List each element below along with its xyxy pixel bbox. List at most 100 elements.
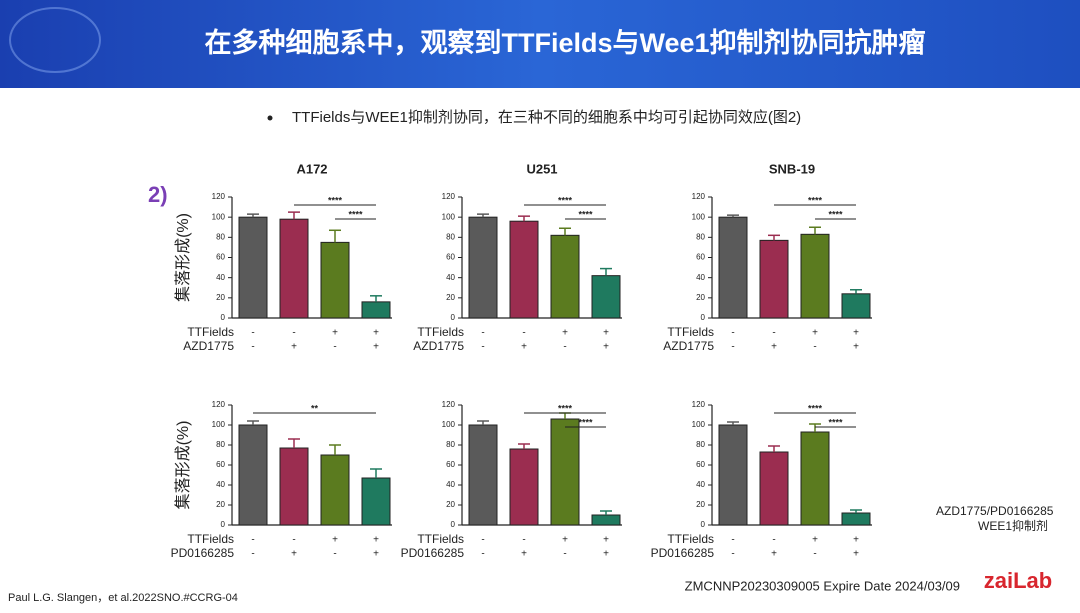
treatment-sign: + xyxy=(521,342,527,353)
treatment-sign: + xyxy=(812,535,818,546)
bar xyxy=(320,454,350,526)
header-band xyxy=(0,0,1080,88)
treatment-sign: - xyxy=(333,342,336,353)
bar xyxy=(718,424,748,526)
y-tick-label: 80 xyxy=(696,232,705,241)
treatment-name: TTFields xyxy=(417,325,464,339)
significance-label: **** xyxy=(328,195,343,205)
bar xyxy=(509,220,539,319)
y-tick-label: 0 xyxy=(701,313,706,322)
treatment-sign: + xyxy=(853,535,859,546)
treatment-sign: - xyxy=(731,549,734,560)
y-tick-label: 0 xyxy=(701,520,706,529)
treatment-sign: - xyxy=(522,535,525,546)
treatment-sign: - xyxy=(772,328,775,339)
significance-label: **** xyxy=(348,209,363,219)
treatment-sign: + xyxy=(291,549,297,560)
treatment-sign: + xyxy=(373,549,379,560)
y-tick-label: 60 xyxy=(216,253,225,262)
y-tick-label: 80 xyxy=(216,440,225,449)
significance-label: **** xyxy=(558,403,573,413)
bullet-dot xyxy=(267,115,273,121)
treatment-sign: - xyxy=(813,342,816,353)
treatment-sign: + xyxy=(603,328,609,339)
treatment-sign: - xyxy=(251,535,254,546)
bar xyxy=(841,512,871,526)
y-tick-label: 120 xyxy=(692,192,706,201)
y-tick-label: 100 xyxy=(692,212,706,221)
bar xyxy=(238,424,268,526)
treatment-name: AZD1775 xyxy=(663,339,714,353)
treatment-sign: + xyxy=(373,535,379,546)
treatment-sign: + xyxy=(373,328,379,339)
treatment-sign: + xyxy=(562,328,568,339)
bar xyxy=(550,418,580,526)
y-tick-label: 100 xyxy=(442,420,456,429)
treatment-sign: - xyxy=(563,549,566,560)
reference: Paul L.G. Slangen，et al.2022SNO.#CCRG-04 xyxy=(8,592,238,604)
y-tick-label: 120 xyxy=(442,192,456,201)
y-tick-label: 60 xyxy=(446,460,455,469)
significance-label: **** xyxy=(808,403,823,413)
significance-label: **** xyxy=(558,195,573,205)
bar xyxy=(320,241,350,319)
y-tick-label: 80 xyxy=(446,232,455,241)
y-tick-label: 120 xyxy=(212,400,226,409)
treatment-sign: - xyxy=(522,328,525,339)
treatment-sign: + xyxy=(332,328,338,339)
significance-label: **** xyxy=(828,209,843,219)
y-tick-label: 20 xyxy=(216,293,225,302)
y-tick-label: 40 xyxy=(216,273,225,282)
bar xyxy=(509,448,539,526)
chart-title: A172 xyxy=(296,161,327,176)
y-tick-label: 0 xyxy=(221,520,226,529)
significance-label: **** xyxy=(828,417,843,427)
bar xyxy=(238,216,268,319)
y-tick-label: 20 xyxy=(446,500,455,509)
y-axis-label: 集落形成(%) xyxy=(174,213,192,302)
significance-label: ** xyxy=(311,403,319,413)
y-tick-label: 60 xyxy=(696,253,705,262)
treatment-sign: - xyxy=(772,535,775,546)
y-tick-label: 0 xyxy=(451,313,456,322)
bar xyxy=(841,293,871,319)
treatment-sign: - xyxy=(251,342,254,353)
bar xyxy=(550,234,580,319)
treatment-sign: - xyxy=(563,342,566,353)
treatment-name: TTFields xyxy=(667,532,714,546)
y-tick-label: 120 xyxy=(442,400,456,409)
treatment-sign: + xyxy=(291,342,297,353)
treatment-sign: + xyxy=(603,535,609,546)
treatment-name: TTFields xyxy=(187,532,234,546)
y-tick-label: 0 xyxy=(451,520,456,529)
treatment-sign: - xyxy=(481,342,484,353)
doc-code: ZMCNNP20230309005 Expire Date 2024/03/09 xyxy=(685,578,960,593)
y-tick-label: 40 xyxy=(696,480,705,489)
treatment-sign: + xyxy=(771,342,777,353)
treatment-name: AZD1775 xyxy=(183,339,234,353)
y-tick-label: 100 xyxy=(212,212,226,221)
chart-title: SNB-19 xyxy=(769,161,815,176)
y-tick-label: 20 xyxy=(696,293,705,302)
panel-label: 2) xyxy=(148,182,168,207)
treatment-sign: + xyxy=(332,535,338,546)
treatment-sign: - xyxy=(292,328,295,339)
y-tick-label: 60 xyxy=(446,253,455,262)
treatment-sign: - xyxy=(481,549,484,560)
treatment-sign: - xyxy=(731,535,734,546)
y-tick-label: 40 xyxy=(446,480,455,489)
treatment-sign: + xyxy=(771,549,777,560)
y-tick-label: 0 xyxy=(221,313,226,322)
y-tick-label: 100 xyxy=(212,420,226,429)
y-tick-label: 60 xyxy=(696,460,705,469)
treatment-sign: + xyxy=(853,342,859,353)
treatment-sign: - xyxy=(481,328,484,339)
bar xyxy=(361,477,391,526)
treatment-sign: + xyxy=(603,342,609,353)
bar xyxy=(279,218,309,319)
y-axis-label: 集落形成(%) xyxy=(174,421,192,510)
bar xyxy=(759,239,789,319)
treatment-sign: + xyxy=(603,549,609,560)
treatment-name: PD0166285 xyxy=(651,546,715,560)
